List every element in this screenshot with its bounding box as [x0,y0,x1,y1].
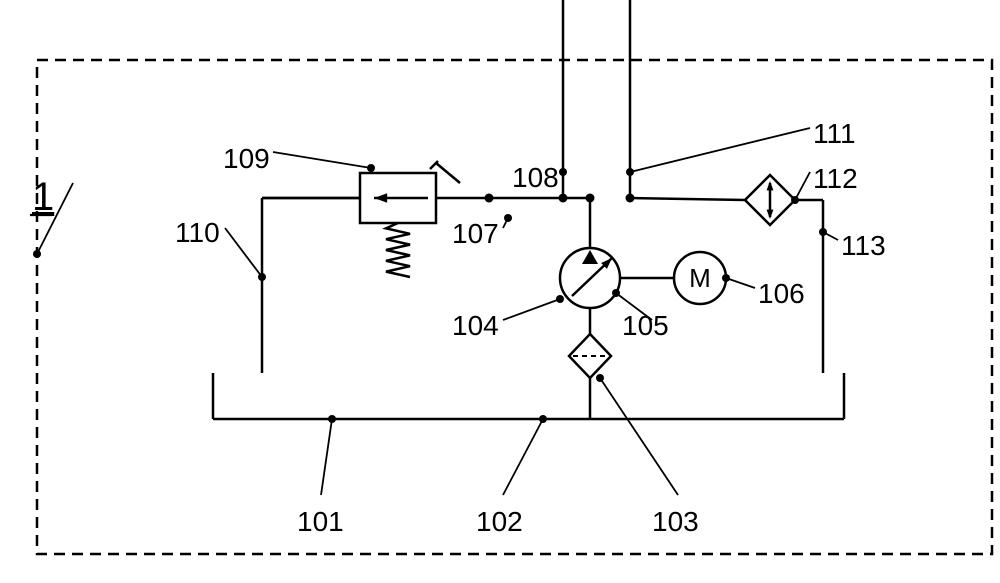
label-103: 103 [652,506,699,538]
label-102: 102 [476,506,523,538]
label-112: 112 [813,163,858,195]
label-101: 101 [297,506,344,538]
label-109: 109 [223,143,270,175]
label-104: 104 [452,310,499,342]
hydraulic-schematic: M [0,0,1000,583]
label-108: 108 [512,162,559,194]
label-105: 105 [622,310,669,342]
label-110: 110 [175,217,220,249]
label-113: 113 [841,230,886,262]
label-106: 106 [758,278,805,310]
svg-text:M: M [689,263,711,293]
label-111: 111 [813,118,856,150]
label-1: 1 [32,175,54,220]
label-107: 107 [452,218,499,250]
